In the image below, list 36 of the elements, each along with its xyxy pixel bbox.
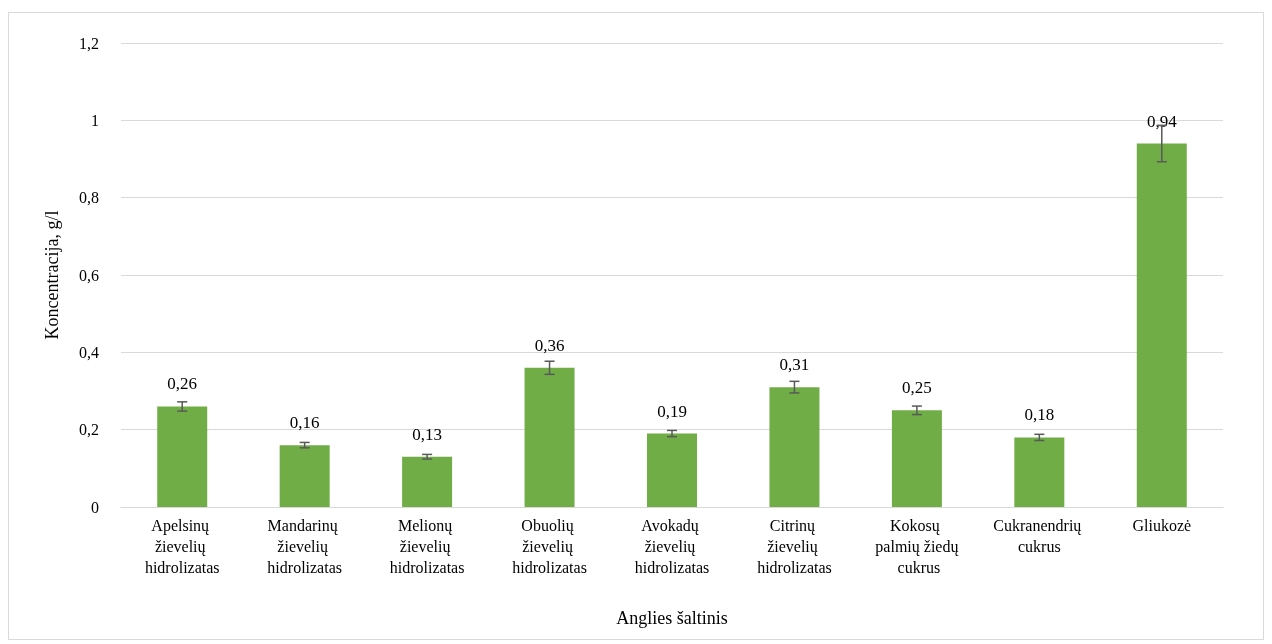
bar: [1136, 143, 1187, 507]
bar: [647, 433, 697, 507]
y-tick-label: 0,4: [79, 343, 99, 361]
bar: [524, 367, 575, 507]
data-label: 0,19: [657, 401, 687, 421]
data-label: 0,16: [289, 413, 320, 433]
data-label: 0,26: [167, 374, 198, 394]
x-tick-label: Obuolių žievelių hidrolizatas: [512, 517, 587, 576]
data-label: 0,31: [779, 355, 810, 375]
x-axis-title: Anglies šaltinis: [616, 608, 728, 628]
x-tick-label: Kokosų palmių žiedų cukrus: [875, 517, 960, 576]
data-label: 0,94: [1146, 111, 1178, 131]
y-axis-title: Koncentracija, g/l: [42, 210, 62, 340]
y-tick-label: 1: [91, 111, 99, 129]
y-tick-label: 0,6: [79, 266, 99, 284]
bar: [1014, 437, 1065, 507]
x-tick-label: Melionų žievelių hidrolizatas: [389, 517, 465, 576]
data-label: 0,13: [412, 424, 442, 444]
bar: [279, 445, 330, 507]
x-tick-label: Cukranendrių cukrus: [993, 517, 1086, 555]
bar: [769, 387, 820, 507]
bar: [157, 406, 208, 507]
data-label: 0,18: [1024, 405, 1055, 425]
data-label: 0,36: [534, 335, 565, 355]
x-tick-label: Avokadų žievelių hidrolizatas: [634, 517, 710, 576]
y-tick-label: 0: [91, 498, 99, 516]
x-tick-label: Gliukozė: [1132, 517, 1192, 534]
x-tick-label: Citrinų žievelių hidrolizatas: [757, 517, 832, 576]
y-tick-label: 1,2: [79, 34, 99, 52]
bar: [891, 410, 942, 507]
data-label: 0,25: [902, 378, 932, 398]
x-tick-label: Apelsinų žievelių hidrolizatas: [144, 517, 220, 576]
y-tick-label: 0,8: [79, 189, 99, 207]
y-tick-label: 0,2: [79, 421, 99, 439]
x-tick-label: Mandarinų žievelių hidrolizatas: [267, 517, 342, 576]
bar: [402, 456, 453, 507]
